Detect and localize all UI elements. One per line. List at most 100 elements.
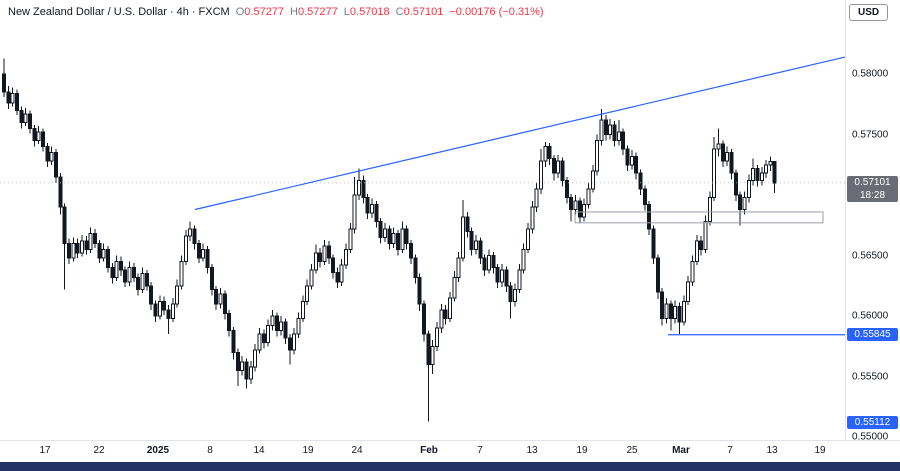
candle-body — [668, 303, 673, 319]
candle-body — [647, 204, 652, 230]
candle-body — [292, 333, 297, 351]
candle-body — [127, 267, 132, 283]
candle-body — [66, 242, 71, 259]
time-axis[interactable]: 17 22 2025 8 14 19 24 Feb 7 13 19 25 Mar 7 13 19 — [0, 441, 845, 462]
separator-dot: · — [191, 6, 196, 18]
candle-body — [248, 366, 253, 380]
candle-body — [655, 257, 660, 293]
candle-body — [712, 148, 717, 198]
candle-body — [690, 261, 695, 283]
candle-body — [556, 160, 561, 174]
price-tick-label: 0.55500 — [852, 371, 889, 382]
candle-body — [404, 228, 409, 244]
candle-body — [755, 167, 760, 181]
interval-label[interactable]: 4h — [176, 6, 189, 18]
time-tick-label: 8 — [207, 445, 213, 456]
candle-body — [335, 271, 340, 283]
candle-body — [409, 242, 414, 259]
candle-body — [339, 264, 344, 283]
candle-body — [608, 124, 613, 135]
candle-body — [71, 242, 76, 259]
candle-body — [326, 245, 331, 259]
candle-body — [396, 233, 401, 250]
time-tick-label: 25 — [626, 445, 638, 456]
candles-layer — [2, 58, 777, 422]
candle-body — [209, 267, 214, 290]
candle-body — [322, 245, 327, 263]
candle-body — [6, 91, 11, 104]
ascending-trendline[interactable] — [194, 56, 846, 211]
candle-body — [564, 179, 569, 198]
candle-body — [426, 333, 431, 365]
candle-body — [84, 240, 89, 250]
candle-body — [88, 233, 93, 250]
candle-body — [759, 172, 764, 181]
candle-body — [387, 228, 392, 244]
price-tick-label: 0.55000 — [852, 431, 889, 443]
candle-body — [746, 179, 751, 198]
low-value: 0.57018 — [349, 6, 390, 18]
exchange-label: FXCM — [198, 6, 230, 18]
time-tick-label: 19 — [302, 445, 314, 456]
candle-body — [573, 200, 578, 211]
candle-body — [10, 92, 15, 104]
candle-body — [170, 303, 175, 319]
close-value: 0.57101 — [403, 6, 444, 18]
candle-body — [456, 257, 461, 278]
candle-body — [131, 267, 136, 278]
last-price-value: 0.57101 — [854, 176, 891, 188]
separator-dot: · — [169, 6, 174, 18]
candle-body — [352, 194, 357, 230]
candle-body — [309, 269, 314, 287]
candle-body — [331, 257, 336, 273]
candle-body — [586, 188, 591, 206]
candle-body — [439, 309, 444, 329]
candle-body — [530, 206, 535, 230]
candle-body — [725, 152, 730, 162]
candle-body — [686, 281, 691, 302]
time-tick-label: Mar — [672, 445, 690, 456]
candle-body — [577, 200, 582, 218]
candle-body — [196, 242, 201, 259]
price-zone-rectangle[interactable] — [574, 211, 824, 224]
candle-body — [638, 172, 643, 190]
candle-body — [525, 228, 530, 250]
currency-toggle-button[interactable]: USD — [849, 4, 889, 21]
candle-body — [538, 160, 543, 190]
time-tick-label: 17 — [39, 445, 51, 456]
candle-body — [495, 267, 500, 283]
candle-body — [508, 285, 513, 302]
candle-body — [560, 160, 565, 181]
time-tick-label: 7 — [727, 445, 733, 456]
candle-body — [417, 276, 422, 305]
time-tick-label: 13 — [526, 445, 538, 456]
candle-body — [582, 204, 587, 218]
candle-body — [36, 131, 41, 142]
candle-body — [447, 297, 452, 319]
symbol-legend: New Zealand Dollar / U.S. Dollar · 4h · FXCM… — [8, 6, 544, 18]
candle-body — [478, 240, 483, 259]
candle-body — [400, 228, 405, 250]
price-axis[interactable]: 0.58000 0.57500 0.56500 0.56000 0.55500 0.550… — [846, 0, 900, 443]
candle-body — [175, 285, 180, 305]
low-label: L — [343, 6, 350, 18]
time-tick-label: 19 — [814, 445, 826, 456]
candle-body — [274, 315, 279, 332]
candle-body — [764, 164, 769, 174]
candle-body — [75, 242, 80, 254]
candle-body — [261, 333, 266, 344]
close-label: C — [395, 6, 404, 18]
candle-body — [465, 216, 470, 232]
candle-body — [673, 305, 678, 319]
candle-body — [729, 152, 734, 174]
time-tick-label: 19 — [576, 445, 588, 456]
price-level-badge: 0.55845 — [847, 327, 898, 341]
candle-body — [105, 248, 110, 269]
candle-body — [188, 228, 193, 237]
chart-canvas[interactable] — [0, 0, 846, 440]
candle-body — [318, 252, 323, 263]
candle-body — [391, 233, 396, 244]
time-tick-label: Feb — [420, 445, 438, 456]
candle-body — [590, 170, 595, 190]
candle-body — [279, 321, 284, 332]
